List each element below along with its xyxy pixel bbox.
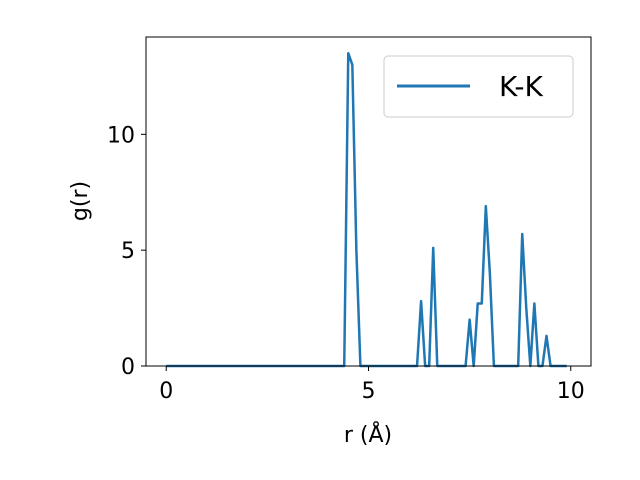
legend: K-K [383, 55, 574, 118]
x-tick-label: 5 [362, 379, 376, 404]
y-axis-ticks: 0 5 10 [107, 123, 146, 380]
legend-label-k-k: K-K [499, 70, 544, 103]
y-tick-label: 10 [107, 123, 135, 148]
y-tick-label: 0 [121, 355, 135, 380]
x-axis-label: r (Å) [344, 421, 392, 448]
x-tick-label: 0 [159, 379, 173, 404]
legend-box [383, 55, 574, 118]
x-tick-label: 10 [557, 379, 585, 404]
x-axis-ticks: 0 5 10 [159, 366, 585, 404]
y-axis-label: g(r) [68, 181, 93, 221]
y-tick-label: 5 [121, 239, 135, 264]
